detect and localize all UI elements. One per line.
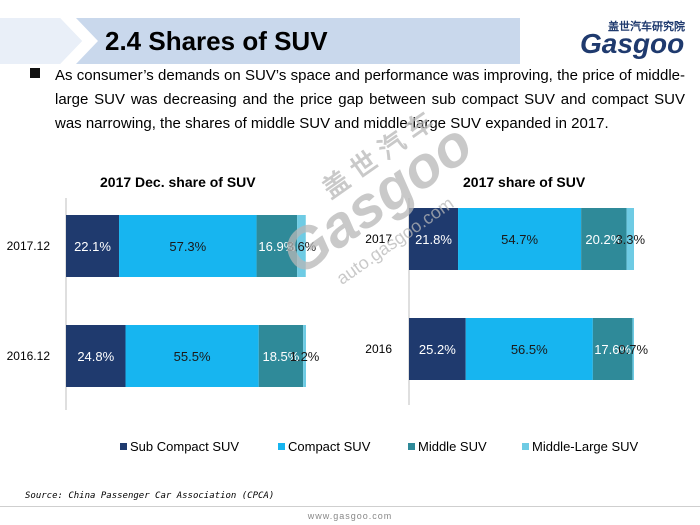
chart-2-bar-segment — [632, 318, 634, 380]
chart-1-bar-segment — [303, 325, 306, 387]
chart-1-bar-segment — [125, 325, 259, 387]
title-band — [0, 18, 520, 64]
footer-divider — [0, 506, 700, 507]
chart-1-data-label: 1.2% — [290, 349, 320, 364]
chart-1-data-label: 57.3% — [169, 239, 206, 254]
chart-1-bar-segment — [119, 215, 257, 277]
chart-2-data-label: 20.2% — [585, 232, 622, 247]
chart-1-data-label: 3.6% — [287, 239, 317, 254]
legend-label: Middle SUV — [418, 439, 487, 454]
chart-1-data-label: 16.9% — [258, 239, 295, 254]
chart-2-bar-segment — [409, 208, 459, 270]
chart-2-data-label: 25.2% — [419, 342, 456, 357]
chart-2-data-label: 17.6% — [594, 342, 631, 357]
chart-legend: Sub Compact SUV Compact SUV Middle SUV Midd… — [120, 439, 639, 454]
chart-2-data-label: 21.8% — [415, 232, 452, 247]
chart-1-category-label: 2017.12 — [7, 239, 51, 253]
footer-url: www.gasgoo.com — [307, 511, 393, 521]
chart-1-data-label: 24.8% — [77, 349, 114, 364]
chart-2-data-label: 54.7% — [501, 232, 538, 247]
chart-2-category-label: 2017 — [365, 232, 392, 246]
title-band-fill — [0, 18, 520, 64]
chart-1-bar-segment — [66, 325, 126, 387]
chart-1-title: 2017 Dec. share of SUV — [100, 174, 256, 190]
chart-2-data-label: 56.5% — [511, 342, 548, 357]
gasgoo-logo: 盖世汽车研究院 Gasgoo — [580, 18, 695, 64]
chart-2: 2017 21.8% 54.7% 20.2%3.3% 2016 25.2% 56.5% 17.… — [365, 198, 648, 405]
title-band-chevron-outer — [0, 18, 82, 64]
chart-2-bar-segment — [626, 208, 634, 270]
legend-label: Compact SUV — [288, 439, 371, 454]
chart-1-category-label: 2016.12 — [7, 349, 51, 363]
chart-2-title: 2017 share of SUV — [463, 174, 586, 190]
chart-1-bar-segment — [256, 215, 298, 277]
chart-2-bar-segment — [592, 318, 633, 380]
chart-2-bar-segment — [458, 208, 582, 270]
source-note: Source: China Passenger Car Association … — [25, 491, 275, 501]
legend-swatch — [522, 443, 529, 450]
chart-2-bar-segment — [409, 318, 466, 380]
chart-1-bar-segment — [66, 215, 120, 277]
header: 2.4 Shares of SUV 盖世汽车研究院 Gasgoo — [0, 18, 700, 64]
bullet-square — [30, 68, 40, 78]
logo-wordmark: Gasgoo — [580, 28, 685, 59]
legend-swatch — [120, 443, 127, 450]
chart-1: 2017.12 22.1% 57.3% 16.9%3.6% 2016.12 24.8% 55… — [7, 198, 320, 410]
page-title: 2.4 Shares of SUV — [105, 26, 328, 56]
chart-1-data-label: 18.5% — [262, 349, 299, 364]
legend-swatch — [278, 443, 285, 450]
chart-2-category-label: 2016 — [365, 342, 392, 356]
title-band-chevron-inner — [60, 18, 98, 64]
legend-label: Middle-Large SUV — [532, 439, 639, 454]
logo-cn-text: 盖世汽车研究院 — [608, 21, 685, 33]
chart-1-data-label: 55.5% — [174, 349, 211, 364]
legend-swatch — [408, 443, 415, 450]
chart-2-bar-segment — [465, 318, 593, 380]
body-paragraph: As consumer’s demands on SUV’s space and… — [55, 67, 685, 132]
legend-label: Sub Compact SUV — [130, 439, 239, 454]
chart-2-bar-segment — [581, 208, 627, 270]
chart-2-data-label: 0.7% — [618, 342, 648, 357]
chart-1-bar-segment — [258, 325, 304, 387]
chart-1-bar-segment — [297, 215, 306, 277]
chart-1-data-label: 22.1% — [74, 239, 111, 254]
chart-2-data-label: 3.3% — [615, 232, 645, 247]
